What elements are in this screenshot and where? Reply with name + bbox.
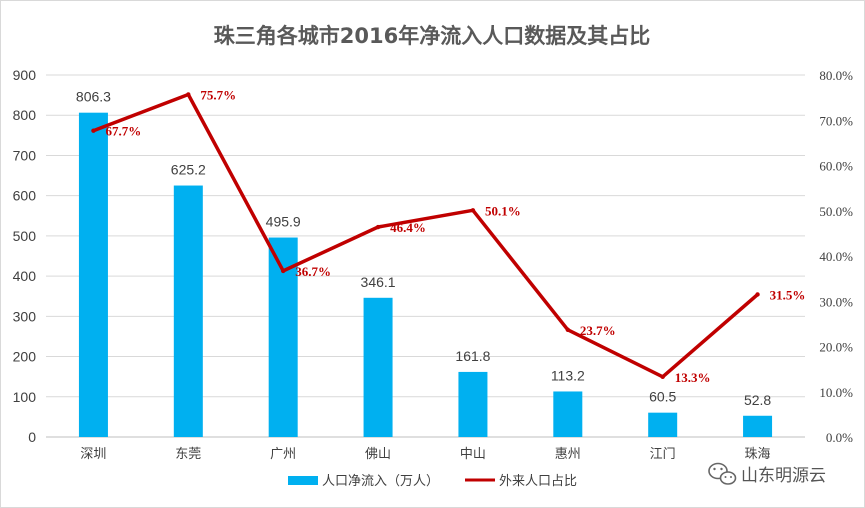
category-label: 江门: [650, 447, 676, 462]
legend-line-label: 外来人口占比: [499, 474, 577, 489]
line-value-label: 31.5%: [770, 287, 806, 302]
line-value-label: 67.7%: [105, 124, 141, 139]
bar-value-label: 806.3: [76, 89, 111, 105]
category-label: 珠海: [745, 447, 771, 462]
bar-value-label: 52.8: [744, 392, 771, 408]
line-value-label: 13.3%: [675, 370, 711, 385]
right-tick-label: 80.0%: [819, 68, 853, 83]
left-tick-label: 500: [13, 228, 37, 244]
bar-value-label: 495.9: [266, 214, 301, 230]
line-point: [375, 224, 381, 230]
line-point: [91, 128, 96, 133]
watermark: 山东明源云: [708, 462, 826, 486]
line-value-label: 75.7%: [200, 87, 236, 102]
category-label: 中山: [460, 447, 486, 462]
bar-data-labels: 806.3 625.2 495.9 346.1 161.8 113.2 60.5 52.8: [76, 89, 771, 408]
bar-value-label: 60.5: [649, 389, 676, 405]
category-label: 深圳: [80, 447, 106, 462]
left-tick-label: 900: [13, 67, 37, 83]
right-tick-label: 40.0%: [819, 249, 853, 264]
right-tick-label: 30.0%: [819, 294, 853, 309]
bar: [363, 297, 393, 437]
line-data-labels: 67.7% 75.7% 36.7% 46.4% 50.1% 23.7% 13.3% 31.5%: [105, 87, 805, 384]
bar: [458, 371, 488, 437]
line-value-label: 23.7%: [580, 323, 616, 338]
chart-title: 珠三角各城市2016年净流入人口数据及其占比: [214, 24, 650, 48]
category-label: 广州: [270, 447, 296, 462]
legend-bar-label: 人口净流入（万人）: [322, 474, 439, 489]
left-tick-label: 400: [13, 268, 37, 284]
bar: [648, 412, 678, 437]
line-value-label: 36.7%: [295, 264, 331, 279]
right-tick-label: 0.0%: [826, 430, 853, 445]
watermark-text: 山东明源云: [741, 466, 826, 486]
left-tick-label: 0: [28, 429, 36, 445]
bar-value-label: 161.8: [455, 348, 490, 364]
line-point: [755, 292, 760, 297]
bar-value-label: 625.2: [171, 162, 206, 178]
category-label: 惠州: [555, 447, 581, 462]
bar: [553, 391, 583, 437]
line-point: [186, 92, 191, 97]
left-axis-ticks: 0 100 200 300 400 500 600 700 800 900: [13, 67, 37, 445]
gridlines: [46, 74, 805, 438]
bar-series: [78, 112, 773, 437]
wechat-icon: [708, 462, 737, 485]
category-labels: 深圳 东莞 广州 佛山 中山 惠州 江门 珠海: [80, 447, 770, 462]
line-point: [280, 268, 286, 274]
category-label: 佛山: [365, 447, 391, 462]
left-tick-label: 200: [13, 349, 37, 365]
left-tick-label: 700: [13, 147, 37, 163]
right-tick-label: 20.0%: [819, 340, 853, 355]
legend-bar-swatch: [288, 476, 318, 485]
right-tick-label: 60.0%: [819, 159, 853, 174]
bar: [173, 185, 203, 437]
left-tick-label: 800: [13, 107, 37, 123]
right-axis-ticks: 0.0% 10.0% 20.0% 30.0% 40.0% 50.0% 60.0% 70.0% 8…: [819, 68, 853, 445]
line-value-label: 50.1%: [485, 203, 521, 218]
line-path: [92, 92, 759, 379]
bar-value-label: 113.2: [551, 367, 585, 383]
line-point: [470, 208, 476, 213]
left-tick-label: 600: [13, 188, 37, 204]
bar: [743, 415, 773, 437]
category-label: 东莞: [175, 447, 201, 462]
right-tick-label: 10.0%: [819, 385, 853, 400]
legend: 人口净流入（万人） 外来人口占比: [288, 474, 577, 489]
bar-value-label: 346.1: [361, 274, 396, 290]
line-value-label: 46.4%: [390, 220, 426, 235]
line-point: [565, 327, 571, 332]
left-tick-label: 100: [13, 389, 37, 405]
line-point: [660, 374, 665, 380]
right-tick-label: 70.0%: [819, 113, 853, 128]
line-series: [91, 92, 760, 380]
bar: [78, 112, 108, 437]
right-tick-label: 50.0%: [819, 204, 853, 219]
left-tick-label: 300: [13, 308, 37, 324]
